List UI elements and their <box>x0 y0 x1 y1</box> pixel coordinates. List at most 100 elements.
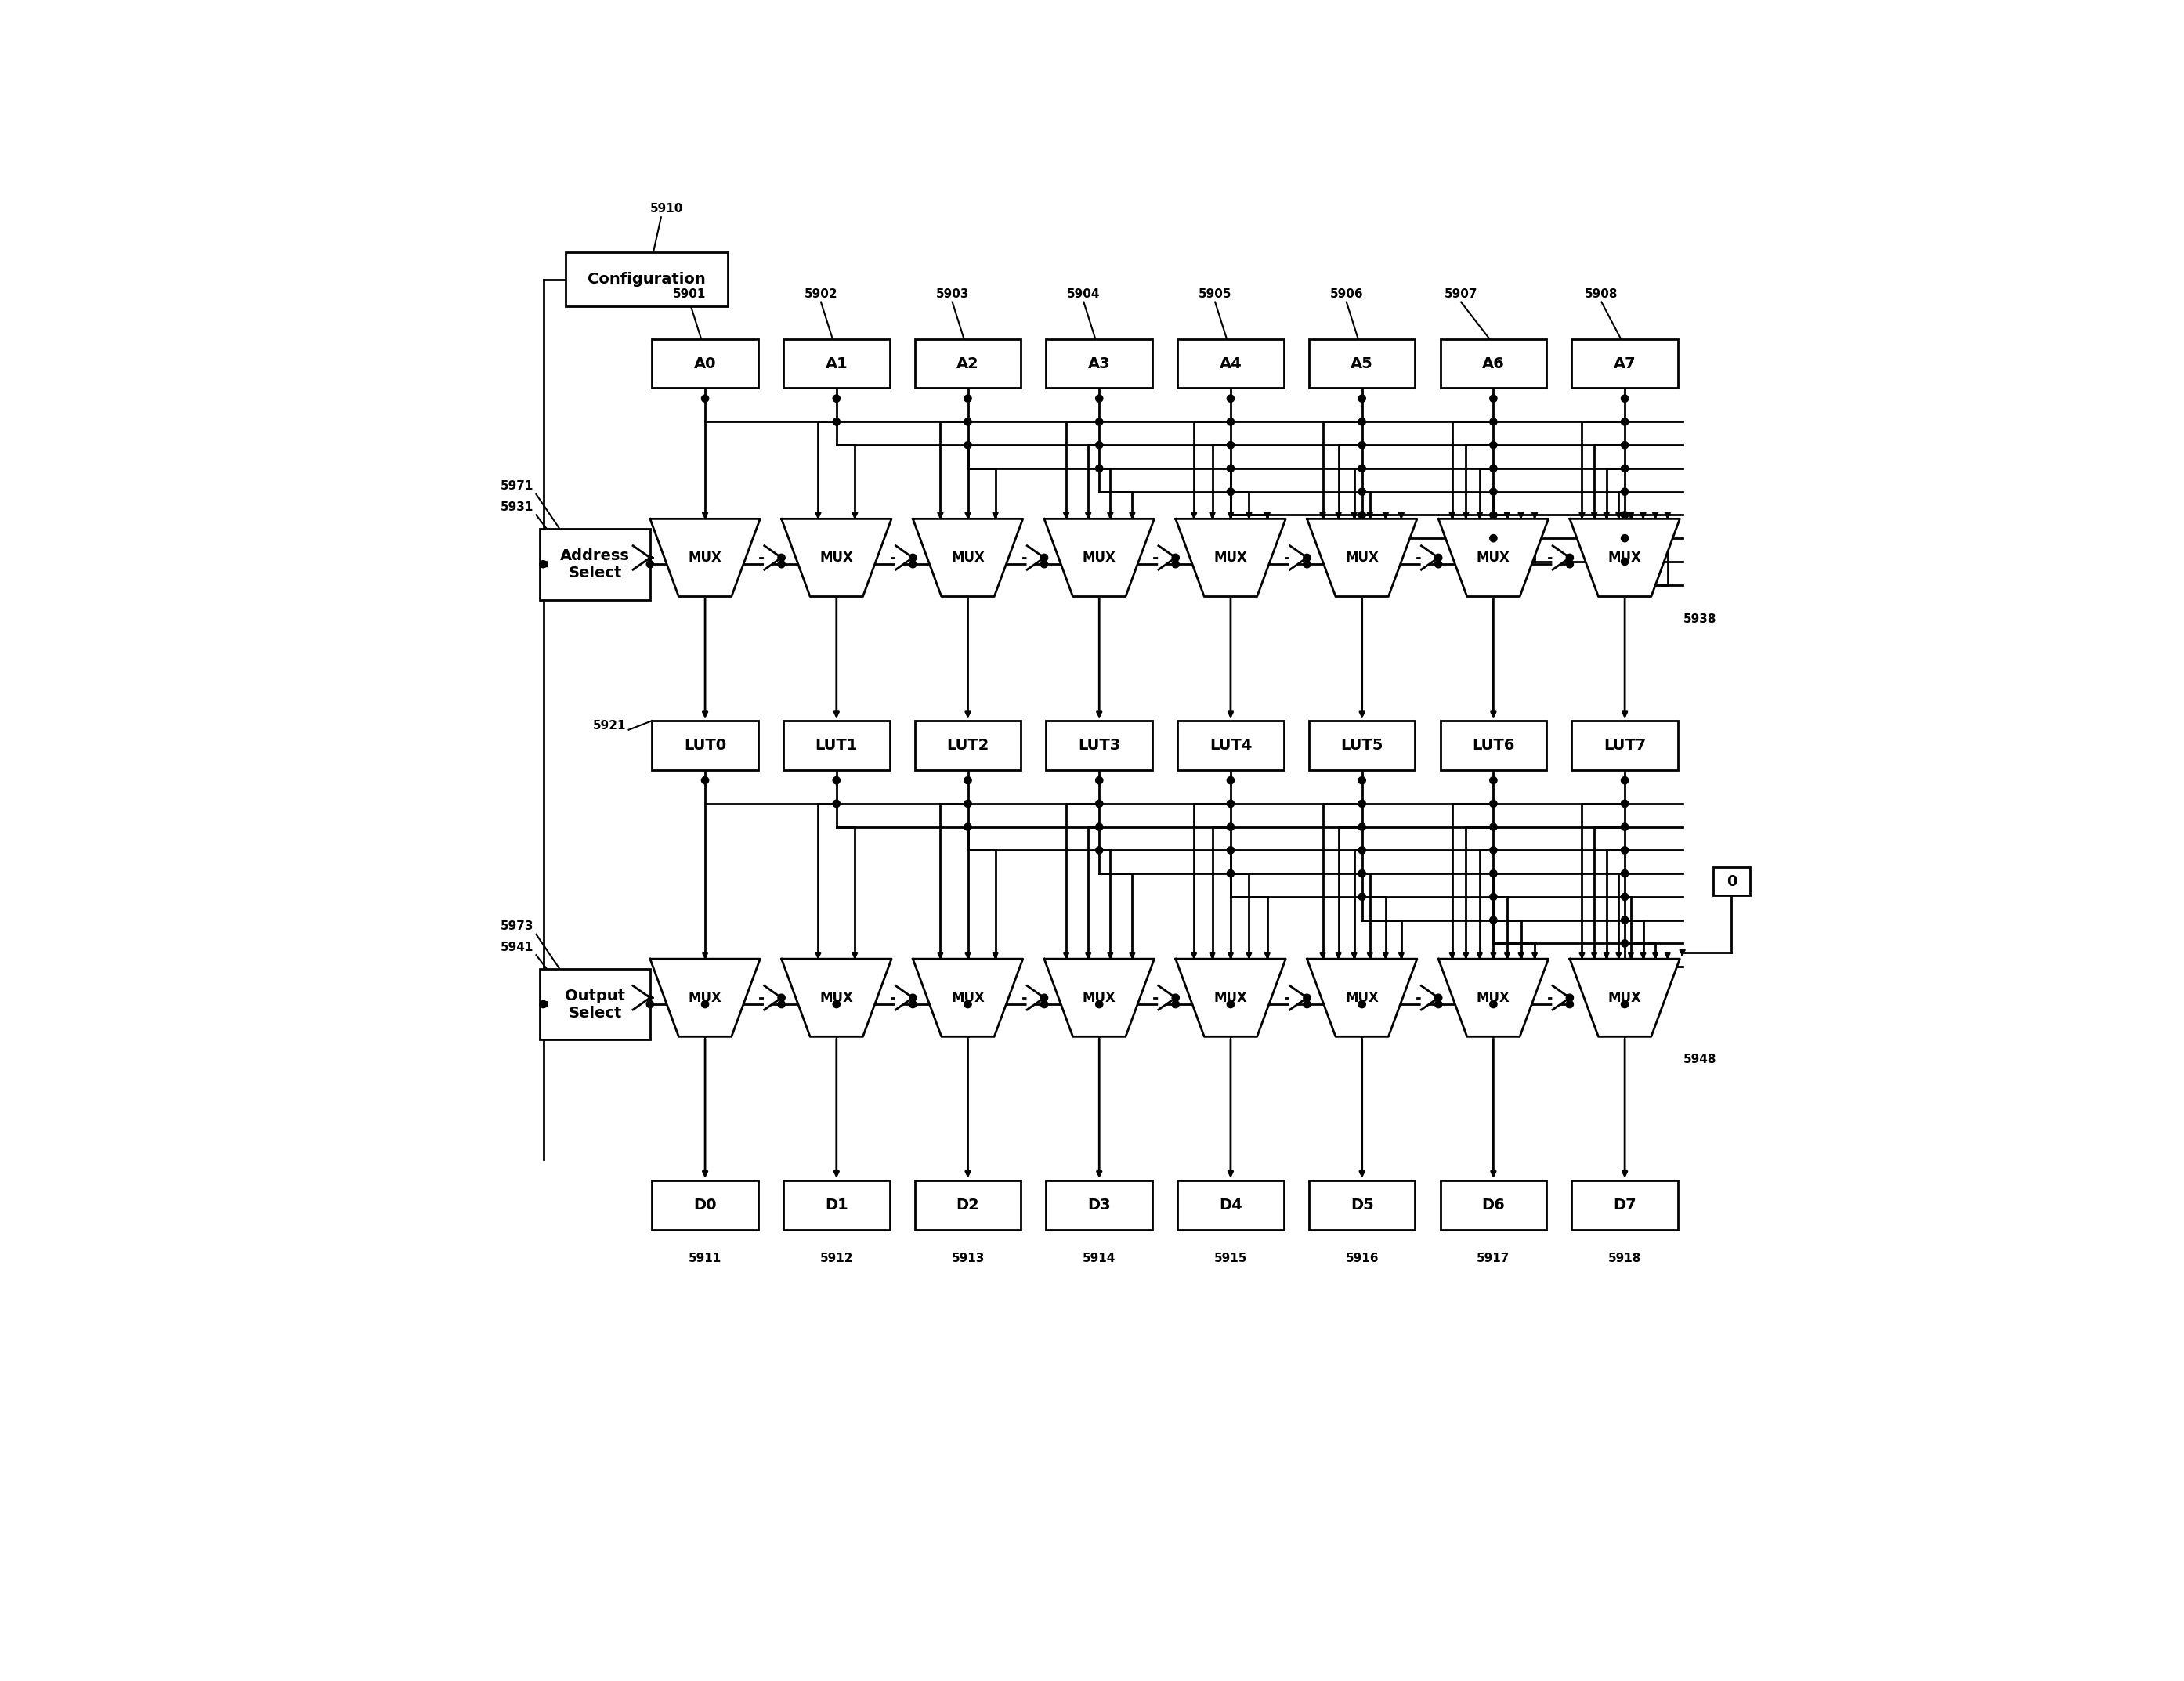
Circle shape <box>1173 993 1179 1002</box>
Polygon shape <box>782 958 891 1037</box>
Polygon shape <box>1422 546 1439 570</box>
Bar <box>1177 340 1284 388</box>
Text: D3: D3 <box>1088 1197 1112 1212</box>
Text: A7: A7 <box>1614 356 1636 372</box>
Text: A6: A6 <box>1483 356 1505 372</box>
Circle shape <box>909 555 917 561</box>
Text: 5916: 5916 <box>1345 1252 1378 1264</box>
Bar <box>539 968 651 1041</box>
Circle shape <box>1173 1000 1179 1009</box>
Text: 5921: 5921 <box>592 719 627 731</box>
Polygon shape <box>1553 985 1570 1010</box>
Text: A0: A0 <box>695 356 716 372</box>
Circle shape <box>1358 1000 1365 1009</box>
Circle shape <box>1621 916 1629 925</box>
Text: 5902: 5902 <box>804 289 839 301</box>
Circle shape <box>1227 419 1234 425</box>
Polygon shape <box>651 519 760 597</box>
Polygon shape <box>1044 958 1155 1037</box>
Circle shape <box>1227 442 1234 449</box>
Circle shape <box>1621 419 1629 425</box>
Text: D6: D6 <box>1481 1197 1505 1212</box>
Text: 5971: 5971 <box>500 481 533 493</box>
Circle shape <box>963 824 972 830</box>
Bar <box>784 340 889 388</box>
Circle shape <box>1621 893 1629 901</box>
Circle shape <box>1489 511 1496 518</box>
Circle shape <box>1227 1000 1234 1009</box>
Polygon shape <box>633 985 651 1010</box>
Circle shape <box>1489 824 1496 830</box>
Circle shape <box>1358 893 1365 901</box>
Polygon shape <box>1306 958 1417 1037</box>
Circle shape <box>832 395 841 402</box>
Text: 5914: 5914 <box>1083 1252 1116 1264</box>
Circle shape <box>1489 442 1496 449</box>
Bar <box>653 1180 758 1229</box>
Circle shape <box>1621 558 1629 565</box>
Text: LUT5: LUT5 <box>1341 738 1382 753</box>
Text: A5: A5 <box>1350 356 1374 372</box>
Polygon shape <box>1291 985 1306 1010</box>
Circle shape <box>539 1000 546 1009</box>
Circle shape <box>1358 511 1365 518</box>
Circle shape <box>1040 1000 1048 1009</box>
Bar <box>1308 721 1415 770</box>
Bar <box>915 721 1020 770</box>
Bar <box>1439 1180 1546 1229</box>
Circle shape <box>1358 847 1365 854</box>
Circle shape <box>963 395 972 402</box>
Circle shape <box>1227 869 1234 877</box>
Bar <box>915 340 1020 388</box>
Polygon shape <box>913 519 1022 597</box>
Circle shape <box>1621 442 1629 449</box>
Polygon shape <box>1422 985 1439 1010</box>
Circle shape <box>1489 535 1496 541</box>
Text: 5938: 5938 <box>1684 614 1717 625</box>
Text: 5918: 5918 <box>1607 1252 1642 1264</box>
Polygon shape <box>1158 985 1175 1010</box>
Bar <box>1177 1180 1284 1229</box>
Circle shape <box>1358 824 1365 830</box>
Polygon shape <box>651 958 760 1037</box>
Bar <box>915 1180 1020 1229</box>
Polygon shape <box>1553 546 1570 570</box>
Polygon shape <box>633 546 651 570</box>
Text: 5904: 5904 <box>1068 289 1101 301</box>
Text: MUX: MUX <box>688 990 723 1005</box>
Circle shape <box>1489 847 1496 854</box>
Circle shape <box>1358 442 1365 449</box>
Circle shape <box>1173 555 1179 561</box>
Text: MUX: MUX <box>1214 990 1247 1005</box>
Circle shape <box>1227 487 1234 496</box>
Circle shape <box>778 1000 784 1009</box>
Polygon shape <box>764 546 782 570</box>
Circle shape <box>1304 555 1310 561</box>
Text: 5903: 5903 <box>935 289 970 301</box>
Circle shape <box>1489 464 1496 472</box>
Polygon shape <box>1570 958 1679 1037</box>
Circle shape <box>778 560 784 568</box>
Circle shape <box>1489 1000 1496 1009</box>
Text: MUX: MUX <box>1476 551 1509 565</box>
Circle shape <box>1489 869 1496 877</box>
Bar <box>1046 721 1153 770</box>
Circle shape <box>1621 464 1629 472</box>
Bar <box>539 528 651 600</box>
Circle shape <box>1566 1000 1572 1009</box>
Circle shape <box>539 560 546 568</box>
Bar <box>1439 721 1546 770</box>
Circle shape <box>1566 555 1572 561</box>
Text: Address
Select: Address Select <box>561 548 629 580</box>
Circle shape <box>1435 555 1441 561</box>
Circle shape <box>1096 777 1103 783</box>
Circle shape <box>1358 464 1365 472</box>
Circle shape <box>1489 395 1496 402</box>
Bar <box>784 1180 889 1229</box>
Text: 5913: 5913 <box>952 1252 985 1264</box>
Text: D7: D7 <box>1614 1197 1636 1212</box>
Circle shape <box>1621 395 1629 402</box>
Text: A2: A2 <box>957 356 978 372</box>
Circle shape <box>646 560 653 568</box>
Bar <box>1714 867 1749 896</box>
